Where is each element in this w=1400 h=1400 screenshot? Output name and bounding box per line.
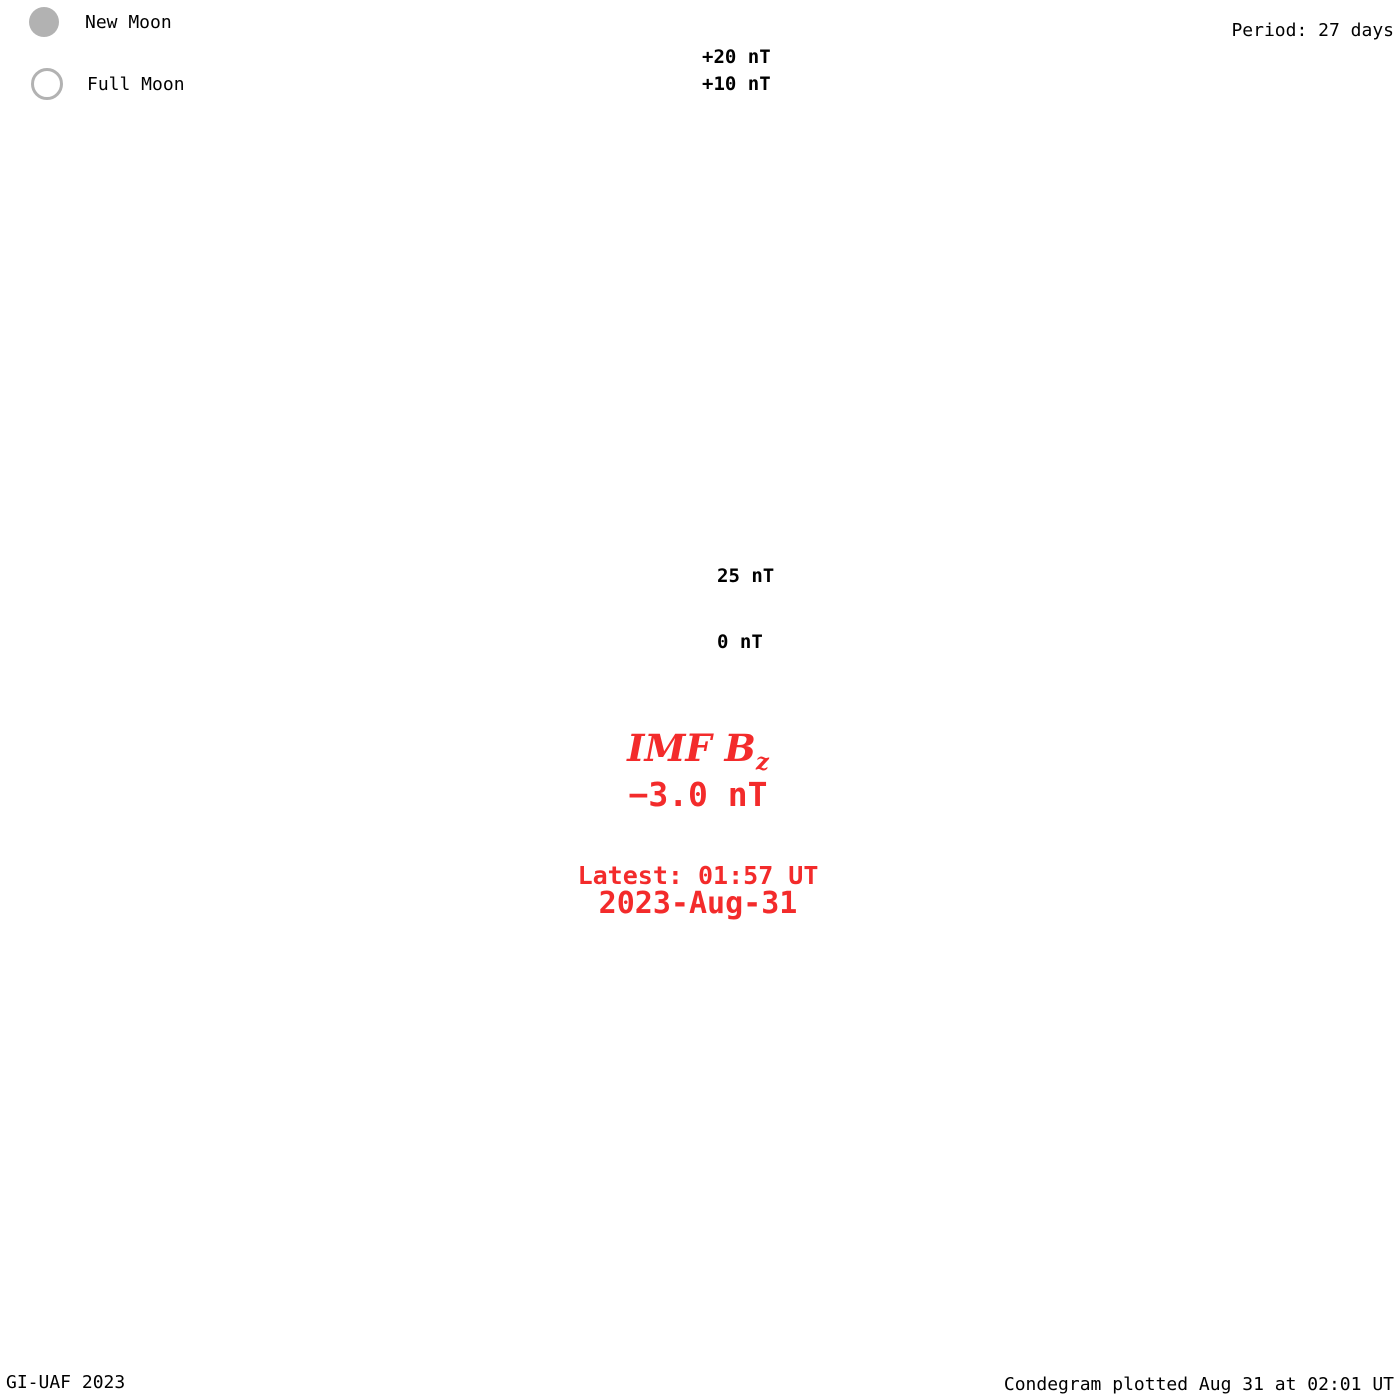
chart-title: IMF Bz [498,726,898,775]
chart-title-main: IMF B [627,726,756,770]
legend-new-moon: New Moon [29,7,172,37]
grid-label-plus10: +10 nT [702,73,771,95]
credit-label: GI-UAF 2023 [6,1372,126,1393]
chart-title-sub: z [755,748,769,776]
full-moon-icon [31,68,63,100]
scalebar-bottom-label: 0 nT [717,631,763,653]
new-moon-label: New Moon [85,11,172,33]
period-label: Period: 27 days [1231,20,1394,41]
plotted-label: Condegram plotted Aug 31 at 02:01 UT [1003,1374,1394,1395]
latest-date: 2023-Aug-31 [598,886,798,921]
new-moon-icon [29,7,59,37]
latest-time: Latest: 01:57 UT [577,861,819,890]
current-value: −3.0 nT [628,775,768,814]
grid-label-plus20: +20 nT [702,46,771,68]
scalebar-top-label: 25 nT [717,565,775,587]
full-moon-label: Full Moon [87,73,185,95]
legend-full-moon: Full Moon [31,68,185,100]
